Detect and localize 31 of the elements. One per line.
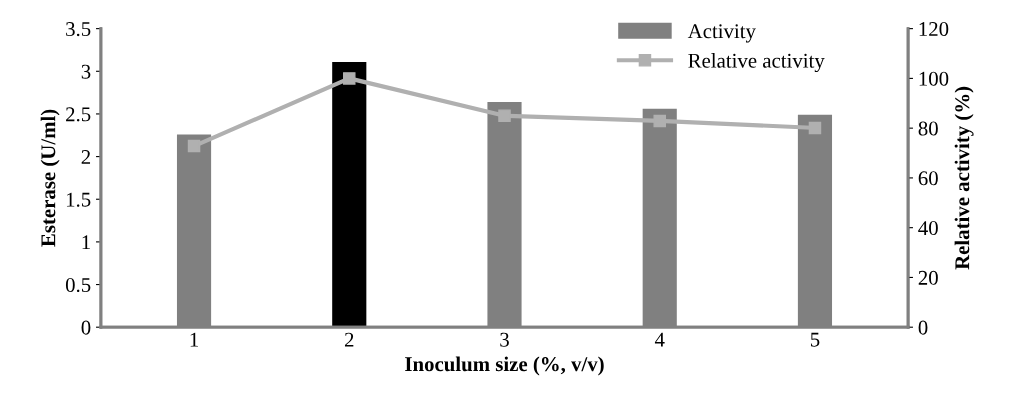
y2-tick-label: 40 xyxy=(918,221,938,236)
y2-tick-label: 60 xyxy=(918,171,938,186)
x-tick-label: 4 xyxy=(654,332,665,347)
x-axis-title: Inoculum size (%, v/v) xyxy=(405,356,604,376)
y2-tick-label: 20 xyxy=(918,270,938,285)
y2-tick-label: 120 xyxy=(919,22,949,37)
y-tick-label: 3.5 xyxy=(66,22,91,37)
y-tick-label: 0 xyxy=(81,320,91,335)
point xyxy=(653,114,666,128)
y2-tick-label: 0 xyxy=(918,320,928,335)
y-tick-label: 2.5 xyxy=(66,107,91,122)
y-tick-label: 0.5 xyxy=(65,277,91,293)
bar xyxy=(332,61,367,328)
point xyxy=(498,109,511,122)
y-tick-label: 3 xyxy=(81,64,91,79)
y-tick-label: 1.5 xyxy=(66,192,91,207)
point xyxy=(187,139,201,153)
y2-tick-label: 80 xyxy=(918,121,938,136)
point xyxy=(343,72,356,85)
y2-axis-title: Relative activity (%) xyxy=(954,86,974,270)
y2-tick-label: 100 xyxy=(919,71,949,86)
y-tick-label: 1 xyxy=(82,235,90,250)
x-tick-label: 5 xyxy=(810,332,820,347)
y-tick-label: 2 xyxy=(81,150,91,164)
x-tick-label: 1 xyxy=(190,332,198,347)
point xyxy=(808,121,822,135)
legend-label: Relative activity xyxy=(688,53,825,73)
legend-label: Activity xyxy=(687,24,756,43)
x-tick-label: 2 xyxy=(344,332,354,347)
y-axis-title: Esterase (U/ml) xyxy=(40,109,60,247)
x-tick-label: 3 xyxy=(500,332,509,347)
